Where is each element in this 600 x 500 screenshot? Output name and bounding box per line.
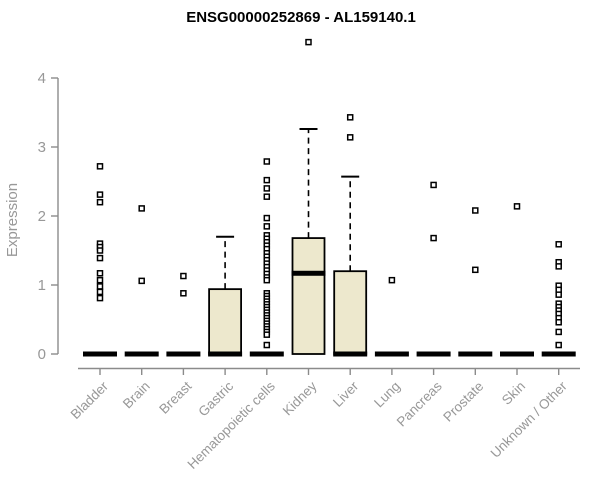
box-gastric — [208, 288, 243, 355]
outlier-point — [96, 283, 104, 290]
y-tick-label: 2 — [38, 208, 46, 225]
x-tick-label-unknown-other: Unknown / Other — [488, 378, 571, 461]
box-kidney — [291, 237, 326, 355]
outlier-point — [305, 38, 312, 46]
outlier-point — [263, 223, 271, 230]
median-pancreas — [416, 351, 451, 357]
x-tick-label-prostate: Prostate — [440, 379, 486, 425]
outlier-point — [472, 207, 479, 214]
median-lung — [374, 351, 409, 357]
outlier-point — [346, 134, 354, 141]
x-tick-label-liver: Liver — [330, 378, 362, 410]
chart-title: ENSG00000252869 - AL159140.1 — [186, 9, 416, 26]
median-prostate — [458, 351, 493, 357]
outlier-point — [96, 294, 104, 302]
x-tick-label-kidney: Kidney — [280, 378, 320, 418]
outlier-point — [388, 276, 396, 284]
outlier-point — [555, 263, 562, 270]
outlier-point — [96, 247, 104, 254]
x-tick-label-brain: Brain — [120, 379, 153, 412]
outlier-point — [180, 272, 187, 280]
median-unknown-other — [541, 351, 576, 357]
x-tick-label-gastric: Gastric — [195, 378, 236, 419]
y-axis-label: Expression — [4, 183, 21, 257]
outlier-point — [430, 181, 437, 189]
outlier-point — [263, 158, 271, 165]
x-tick-label-bladder: Bladder — [68, 378, 112, 422]
y-tick-label: 3 — [38, 139, 46, 156]
outlier-point — [555, 291, 562, 298]
outlier-point — [138, 205, 145, 212]
outlier-point — [346, 114, 354, 121]
outlier-point — [96, 163, 104, 170]
outlier-point — [96, 270, 104, 277]
outlier-point — [96, 276, 104, 284]
outlier-point — [555, 341, 562, 349]
x-tick-label-lung: Lung — [371, 379, 403, 411]
outlier-point — [263, 331, 271, 338]
x-tick-label-pancreas: Pancreas — [394, 378, 445, 429]
y-tick-label: 0 — [38, 346, 46, 363]
outlier-point — [180, 290, 187, 297]
median-gastric — [208, 351, 243, 357]
outlier-point — [263, 193, 271, 200]
median-skin — [500, 351, 534, 357]
outlier-point — [263, 185, 271, 192]
x-tick-label-breast: Breast — [156, 378, 194, 416]
outlier-point — [263, 276, 271, 284]
outlier-point — [555, 328, 562, 336]
median-bladder — [83, 351, 117, 357]
outlier-point — [472, 266, 479, 274]
outlier-point — [263, 341, 271, 349]
outlier-point — [96, 191, 104, 198]
outlier-point — [555, 241, 562, 248]
box-liver — [333, 270, 368, 355]
y-tick-label: 1 — [38, 277, 46, 294]
outlier-point — [263, 214, 271, 222]
median-hematopoietic-cells — [249, 351, 284, 357]
outlier-point — [430, 234, 437, 242]
outlier-point — [96, 198, 104, 206]
outlier-point — [138, 277, 145, 285]
outlier-point — [96, 254, 104, 262]
outlier-point — [513, 203, 521, 210]
outlier-point — [555, 319, 562, 326]
median-liver — [333, 351, 368, 357]
outlier-point — [96, 288, 104, 296]
median-breast — [166, 351, 201, 357]
outlier-point — [263, 176, 271, 184]
median-kidney — [291, 270, 326, 276]
median-brain — [124, 351, 159, 357]
x-tick-label-skin: Skin — [499, 379, 528, 408]
y-tick-label: 4 — [38, 70, 46, 87]
